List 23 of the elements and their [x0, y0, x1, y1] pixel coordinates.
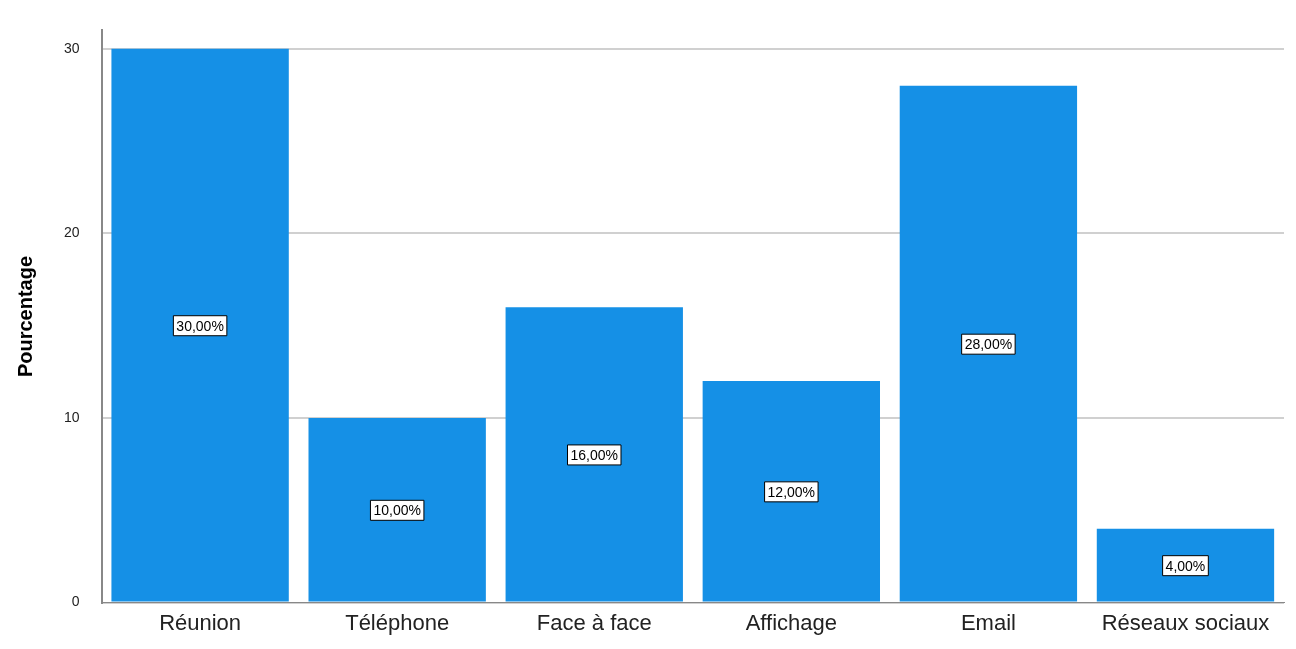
- bar: [308, 418, 486, 602]
- data-label: 30,00%: [176, 317, 224, 334]
- x-tick-label: Réunion: [159, 609, 242, 635]
- x-tick-label: Face à face: [536, 609, 652, 635]
- y-tick-label: 0: [71, 593, 80, 610]
- x-tick-label: Réseaux sociaux: [1101, 609, 1270, 635]
- x-tick-label: Téléphone: [345, 609, 450, 635]
- y-tick-label: 10: [63, 408, 80, 425]
- data-label: 10,00%: [373, 502, 421, 519]
- data-label: 12,00%: [767, 483, 816, 500]
- data-label: 4,00%: [1165, 557, 1206, 574]
- bar: [702, 381, 880, 602]
- x-tick-label: Email: [960, 609, 1016, 635]
- bar: [1096, 528, 1275, 602]
- x-tick-label: Affichage: [745, 609, 837, 635]
- bar: [505, 307, 683, 602]
- data-label: 28,00%: [964, 336, 1013, 353]
- bar: [111, 48, 289, 602]
- y-tick-label: 30: [63, 39, 80, 56]
- data-label: 16,00%: [570, 446, 618, 463]
- y-axis-title: Pourcentage: [13, 255, 36, 378]
- bar: [899, 85, 1078, 602]
- y-tick-label: 20: [63, 224, 80, 241]
